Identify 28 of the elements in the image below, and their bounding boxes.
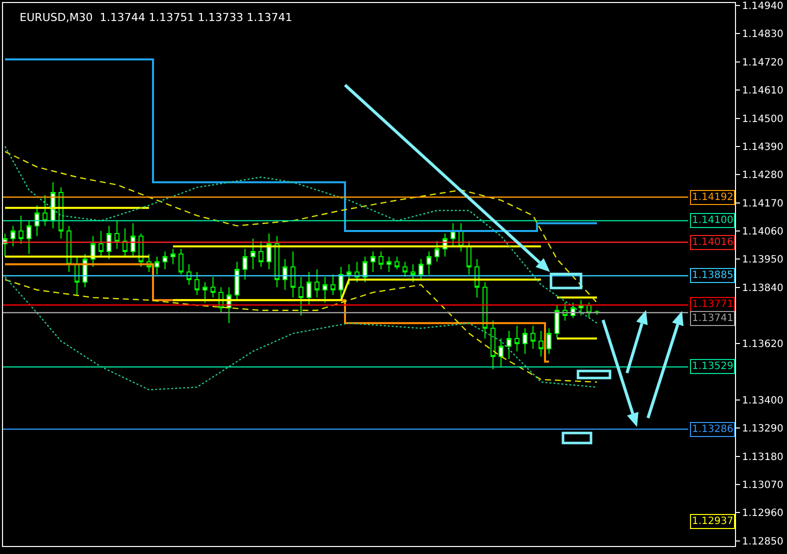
y-tick-label: 1.12960 bbox=[742, 508, 784, 520]
ref-line-label: 1.14016 bbox=[692, 237, 734, 248]
y-tick-label: 1.14940 bbox=[742, 1, 784, 12]
y-tick-label: 1.13180 bbox=[742, 452, 784, 463]
y-tick-label: 1.14720 bbox=[742, 57, 784, 68]
y-tick-label: 1.14830 bbox=[742, 29, 784, 40]
y-tick-label: 1.13620 bbox=[742, 339, 784, 350]
ref-line-label: 1.13885 bbox=[692, 270, 734, 281]
text: EURUSD,M30 1.13744 1.13751 1.13733 1.13741 bbox=[20, 10, 292, 24]
y-tick-label: 1.13840 bbox=[742, 282, 784, 294]
y-tick-label: 1.14280 bbox=[742, 170, 784, 182]
ref-line-label: 1.13771 bbox=[692, 299, 734, 310]
y-tick-label: 1.13400 bbox=[742, 396, 784, 406]
y-tick-label: 1.13950 bbox=[742, 254, 784, 266]
ref-line-label: 1.14192 bbox=[692, 192, 734, 203]
ref-line-label: 1.14100 bbox=[692, 215, 734, 226]
y-tick-label: 1.14060 bbox=[742, 226, 784, 238]
y-tick-label: 1.14500 bbox=[742, 114, 784, 125]
ref-line-label: 1.13529 bbox=[692, 361, 734, 372]
ref-line-label: 1.13286 bbox=[692, 424, 734, 435]
y-tick-label: 1.14610 bbox=[742, 86, 784, 97]
ref-line-label: 1.13741 bbox=[692, 313, 734, 324]
text: 1.12937 bbox=[692, 516, 734, 527]
y-tick-label: 1.13070 bbox=[742, 480, 784, 492]
y-tick-label: 1.14170 bbox=[742, 198, 784, 210]
y-tick-label: 1.12850 bbox=[742, 536, 784, 548]
y-tick-label: 1.13290 bbox=[742, 424, 784, 435]
y-tick-label: 1.14390 bbox=[742, 142, 784, 153]
